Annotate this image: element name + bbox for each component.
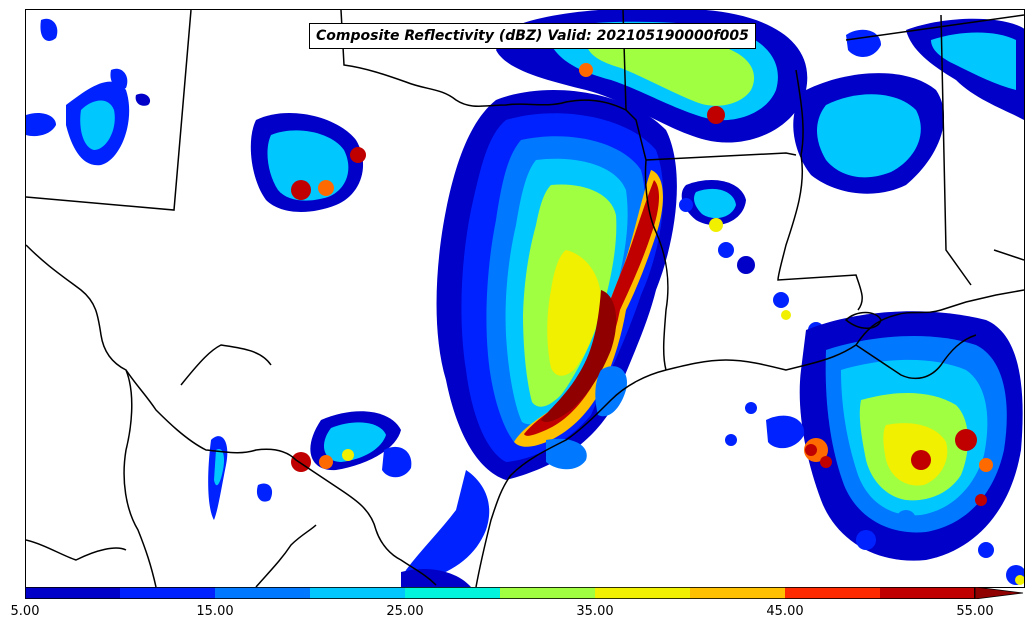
colorbar-segment — [310, 587, 405, 599]
colorbar-segment — [25, 587, 120, 599]
tx-border-west — [180, 344, 272, 386]
border-ga-al — [993, 249, 1024, 261]
mexico-internal-border-2 — [26, 539, 127, 561]
border-tn — [845, 14, 1024, 41]
colorbar-tick-label: 15.00 — [196, 604, 234, 619]
colorbar-tick-label: 45.00 — [766, 604, 804, 619]
colorbar-tick-label: 35.00 — [576, 604, 614, 619]
colorbar-extend-arrow — [974, 587, 1024, 599]
colorbar-segment — [690, 587, 785, 599]
mexico-border-rio-grande — [26, 244, 437, 586]
border-ms-river — [777, 69, 863, 311]
colorbar — [25, 587, 1024, 599]
colorbar-tick-label: 55.00 — [956, 604, 994, 619]
coastline-la — [855, 334, 977, 380]
mexico-internal-border-1 — [123, 369, 157, 587]
colorbar-segment — [500, 587, 595, 599]
colorbar-tick-label: 25.00 — [386, 604, 424, 619]
coastline-tx-south — [475, 369, 667, 587]
reflectivity-map — [26, 10, 1024, 587]
colorbar-tick-label: 5.00 — [10, 604, 40, 619]
border-al-ms — [940, 14, 972, 286]
colorbar-segment — [120, 587, 215, 599]
colorbar-tick-labels: 5.00 15.00 25.00 35.00 45.00 55.00 — [0, 604, 1033, 624]
mexico-internal-border-3 — [255, 524, 317, 587]
coastline-tx — [665, 289, 1024, 371]
colorbar-segment — [595, 587, 690, 599]
echo-squall-line-dark — [541, 290, 617, 422]
lake-pontchartrain — [844, 311, 882, 329]
border-la-ar — [645, 152, 797, 161]
border-la-tx-sabine — [644, 159, 669, 371]
colorbar-border — [25, 587, 975, 599]
colorbar-segment — [405, 587, 500, 599]
reflectivity-field — [26, 10, 1024, 587]
border-ok-tx-red-river — [340, 10, 647, 161]
border-nm-co — [26, 10, 192, 211]
map-panel: Composite Reflectivity (dBZ) Valid: 2021… — [25, 9, 1025, 588]
echo-main-yellow — [547, 250, 601, 376]
echo-north-cluster-green — [586, 37, 755, 106]
colorbar-segment — [880, 587, 975, 599]
colorbar-segment — [785, 587, 880, 599]
colorbar-segment — [215, 587, 310, 599]
map-borders — [26, 10, 1024, 587]
map-title: Composite Reflectivity (dBZ) Valid: 2021… — [309, 23, 756, 49]
